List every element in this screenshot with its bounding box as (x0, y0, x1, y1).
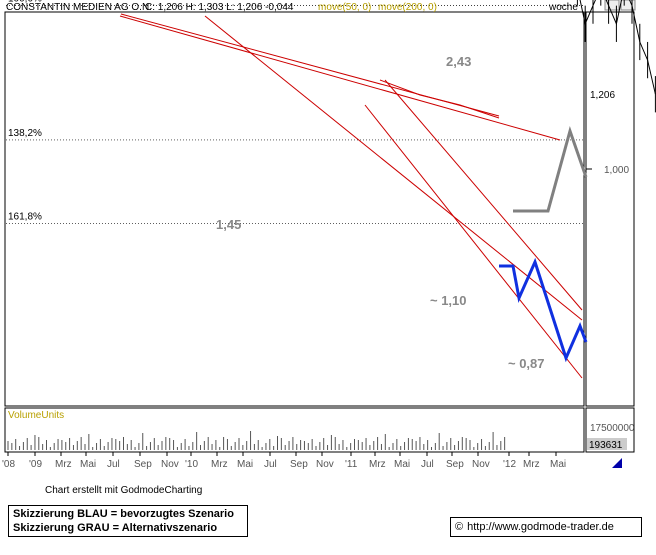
level-145-label: 1,45 (216, 217, 241, 232)
level-087-label: ~ 0,87 (508, 356, 545, 371)
fib-level-138-label: 138,2% (8, 128, 42, 139)
header-ma200: move(200, 0) (378, 2, 437, 13)
header-period: woche (548, 2, 578, 13)
price-axis-frame (585, 11, 635, 407)
x-tick-label: '08 (2, 459, 15, 470)
volume-current-bg (587, 438, 627, 450)
x-tick-label: Jul (264, 459, 277, 470)
x-tick-label: Jul (107, 459, 120, 470)
volume-panel-frame (4, 407, 585, 453)
price-tag-current: 1,206 (590, 90, 615, 101)
x-tick-label: Sep (446, 459, 464, 470)
y-tick-label: 1,000 (604, 165, 629, 176)
header-ma50: move(50, 0) (318, 2, 371, 13)
trend-line-5 (364, 104, 583, 379)
x-tick-label: Mai (394, 459, 410, 470)
legend-blue: Skizzierung BLAU = bevorzugtes Szenario (13, 508, 234, 520)
x-tick-label: '09 (29, 459, 42, 470)
volume-current-label: 193631 (589, 440, 623, 451)
scenario-blue-path (499, 257, 588, 363)
volume-label: VolumeUnits (8, 410, 64, 421)
x-tick-label: Mrz (211, 459, 228, 470)
scenario-gray-path (513, 125, 588, 213)
volume-axis-frame (585, 407, 635, 453)
x-tick-label: Nov (316, 459, 334, 470)
copyright-icon: © (455, 521, 464, 533)
x-tick-label: '10 (185, 459, 198, 470)
trend-line-3 (204, 15, 583, 321)
source-url[interactable]: http://www.godmode-trader.de (467, 521, 614, 533)
level-110-label: ~ 1,10 (430, 293, 467, 308)
resistance-curve (379, 79, 500, 119)
x-tick-label: '12 (503, 459, 516, 470)
scroll-arrow-icon (612, 458, 622, 468)
scenario-legend: Skizzierung BLAU = bevorzugtes Szenario … (8, 505, 248, 537)
chart-credit: Chart erstellt mit GodmodeCharting (45, 485, 203, 496)
x-tick-label: Mrz (523, 459, 540, 470)
legend-gray: Skizzierung GRAU = Alternativszenario (13, 522, 218, 534)
minimize-icon (604, 0, 620, 11)
header-title: CONSTANTIN MEDIEN AG O.N. (6, 2, 152, 13)
x-tick-label: Jul (421, 459, 434, 470)
fib-level-161-label: 161,8% (8, 211, 42, 222)
level-243-label: 2,43 (446, 54, 471, 69)
x-tick-label: Sep (134, 459, 152, 470)
volume-axis-label: 17500000 (590, 423, 635, 434)
price-panel-frame (4, 11, 585, 407)
x-tick-label: Mai (80, 459, 96, 470)
x-tick-label: Nov (472, 459, 490, 470)
price-tag-current-bg (587, 87, 619, 102)
x-tick-label: Sep (290, 459, 308, 470)
x-tick-label: Mai (550, 459, 566, 470)
fib-level-100-label: 100,0% (8, 0, 42, 5)
price-series (579, 0, 656, 95)
source-url-box[interactable]: © http://www.godmode-trader.de (450, 517, 642, 537)
x-tick-label: Nov (161, 459, 179, 470)
trend-line-4 (384, 79, 583, 311)
x-tick-label: '11 (345, 459, 358, 470)
x-tick-label: Mrz (55, 459, 72, 470)
x-tick-label: Mai (237, 459, 253, 470)
trend-line-2 (119, 15, 561, 141)
x-tick-label: Mrz (369, 459, 386, 470)
close-icon (620, 0, 636, 11)
header-ohlc: C: 1,206 H: 1,303 L: 1,206 -0,044 (145, 2, 294, 13)
